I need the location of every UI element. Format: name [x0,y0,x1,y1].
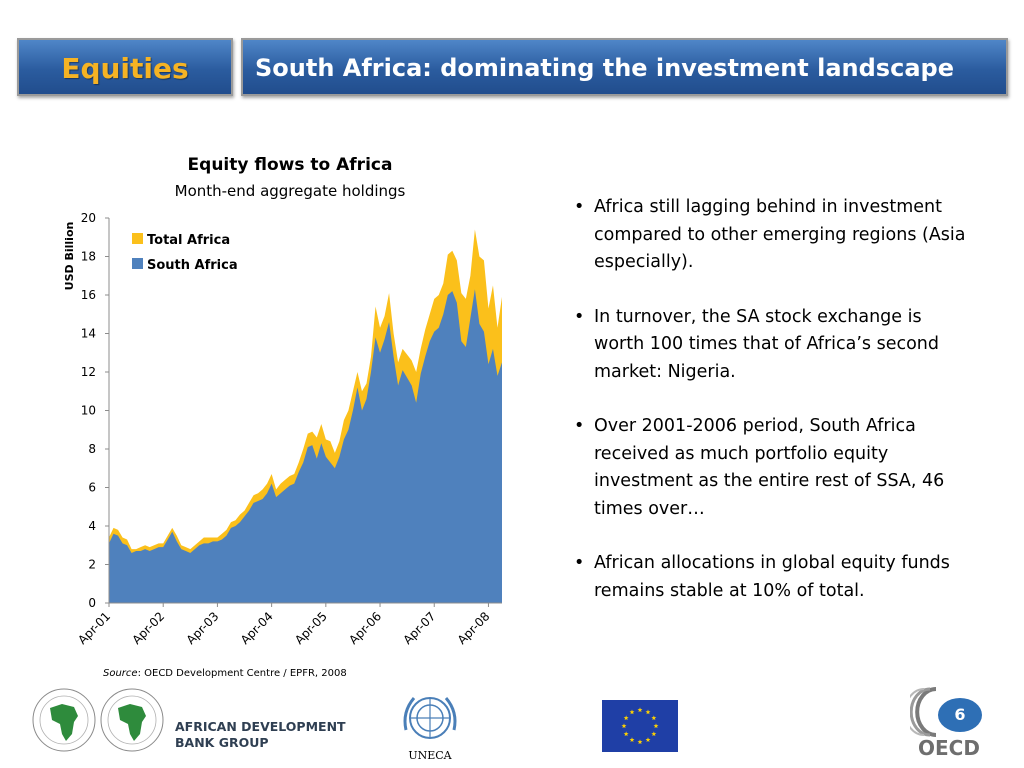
y-ticks: 0 2 4 6 8 10 12 14 16 18 20 [81,211,109,610]
eu-star-icon [629,709,635,715]
legend-label: South Africa [147,258,238,273]
equity-flows-chart: Equity flows to Africa Month-end aggrega… [63,155,502,647]
eu-star-icon [645,709,651,715]
legend-label: Total Africa [147,233,230,248]
legend-swatch [132,258,143,269]
eu-star-icon [637,707,643,713]
x-tick-label: Apr-07 [400,609,438,647]
y-tick-label: 4 [88,519,96,533]
eu-star-icon [645,737,651,742]
eu-flag-icon [602,700,678,752]
source-label: Source [103,668,138,679]
y-tick-label: 0 [88,596,96,610]
series-area-south-africa [109,289,502,603]
y-tick-label: 10 [81,404,96,418]
plot-areas [109,229,502,604]
afdb-emblem-icon [32,688,164,752]
x-tick-label: Apr-02 [129,609,167,647]
eu-star-icon [621,723,627,729]
chart-legend: Total Africa South Africa [132,233,238,273]
x-tick-label: Apr-01 [75,609,113,647]
y-tick-label: 12 [81,365,96,379]
x-tick-label: Apr-06 [346,609,384,647]
eu-star-icon [637,739,643,745]
y-tick-label: 14 [81,327,96,341]
source-text: : OECD Development Centre / EPFR, 2008 [137,668,347,679]
bullet-item: Over 2001-2006 period, South Africa rece… [572,413,977,523]
afdb-name-line1: AFRICAN DEVELOPMENT [175,719,346,734]
eu-star-icon [651,715,657,721]
bullet-item: African allocations in global equity fun… [572,550,977,605]
y-tick-label: 6 [88,481,96,495]
eu-star-icon [623,731,629,737]
y-axis-title: USD Billion [63,222,76,291]
uneca-label: UNECA [408,749,452,762]
section-title-box: Equities [17,38,233,96]
eu-star-icon [629,737,635,742]
afdb-name-line2: BANK GROUP [175,735,269,750]
y-tick-label: 16 [81,288,96,302]
slide-headline: South Africa: dominating the investment … [255,54,954,82]
x-tick-label: Apr-04 [238,609,276,647]
uneca-logo: UNECA [392,690,468,764]
headline-box: South Africa: dominating the investment … [241,38,1008,96]
chart-title: Equity flows to Africa [188,155,393,175]
chart-subtitle: Month-end aggregate holdings [175,182,406,200]
bullet-item: In turnover, the SA stock exchange is wo… [572,304,977,387]
x-ticks: Apr-01 Apr-02 Apr-03 Apr-04 Apr-05 Apr-06 Apr-… [75,603,493,647]
bullet-item: Africa still lagging behind in investmen… [572,194,977,277]
page-number-badge: 6 [938,698,982,732]
y-tick-label: 2 [88,558,96,572]
x-tick-label: Apr-05 [292,609,330,647]
y-tick-label: 8 [88,442,96,456]
afdb-logo: AFRICAN DEVELOPMENT BANK GROUP [28,684,346,756]
eu-star-icon [653,723,659,729]
y-tick-label: 20 [81,211,96,225]
bullet-list: Africa still lagging behind in investmen… [572,194,977,632]
eu-star-icon [623,715,629,721]
x-tick-label: Apr-03 [184,609,222,647]
eu-star-icon [651,731,657,737]
y-tick-label: 18 [81,250,96,264]
un-emblem-icon [403,697,457,739]
oecd-wordmark: OECD [918,736,980,759]
legend-swatch [132,233,143,244]
x-tick-label: Apr-08 [455,609,493,647]
section-title: Equities [61,52,189,85]
source-note: Source: OECD Development Centre / EPFR, … [103,668,347,679]
